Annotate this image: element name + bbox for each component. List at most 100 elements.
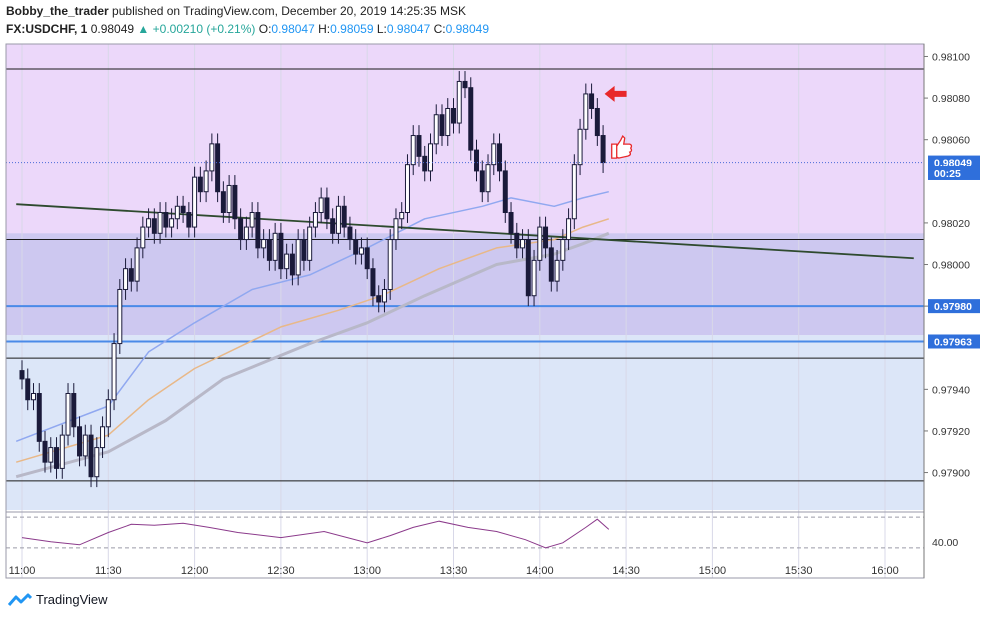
- x-tick-label: 12:30: [267, 565, 295, 577]
- candle-body: [422, 155, 428, 172]
- candle-body: [71, 393, 77, 428]
- candle-body: [151, 218, 157, 234]
- candle-body: [100, 426, 106, 449]
- candle-body: [485, 164, 491, 193]
- candle-body: [594, 107, 600, 137]
- candle-body: [376, 295, 382, 303]
- candle-body: [48, 447, 54, 463]
- candle-body: [261, 239, 267, 249]
- candle-body: [307, 226, 313, 261]
- candle-body: [220, 191, 226, 214]
- footer-brand: TradingView: [36, 592, 108, 607]
- x-tick-label: 14:00: [526, 565, 554, 577]
- candle-body: [537, 226, 543, 261]
- low-value: 0.98047: [386, 22, 431, 36]
- candle-body: [301, 239, 307, 261]
- candle-body: [295, 239, 301, 276]
- candle-body: [215, 143, 221, 193]
- y-tick-label: 0.98060: [932, 135, 970, 147]
- candle-body: [497, 143, 503, 172]
- candle-body: [312, 212, 318, 228]
- candle-body: [36, 393, 42, 442]
- candle-body: [42, 440, 48, 463]
- candle-body: [192, 176, 198, 228]
- x-tick-label: 13:30: [440, 565, 468, 577]
- high-label: H:: [318, 22, 331, 36]
- candle-body: [19, 370, 25, 380]
- candle-body: [548, 247, 554, 282]
- x-tick-label: 11:30: [95, 565, 122, 577]
- candle-body: [474, 149, 480, 172]
- candle-body: [439, 114, 445, 137]
- candle-body: [583, 93, 589, 130]
- last-price: 0.98049: [90, 22, 135, 36]
- candle-body: [272, 232, 278, 261]
- candle-body: [451, 107, 456, 124]
- tradingview-footer[interactable]: TradingView: [8, 592, 108, 607]
- x-tick-label: 15:30: [785, 565, 813, 577]
- price-change: ▲ +0.00210 (+0.21%): [137, 22, 256, 36]
- candle-body: [566, 218, 572, 241]
- candle-body: [560, 239, 566, 261]
- price-axis-badge: [928, 299, 980, 314]
- candle-body: [589, 93, 595, 109]
- close-value: 0.98049: [445, 22, 490, 36]
- candle-body: [77, 426, 83, 457]
- candle-body: [318, 197, 324, 214]
- rsi-line: [21, 518, 610, 549]
- open-label: O:: [258, 22, 272, 36]
- candle-body: [203, 170, 209, 193]
- candle-body: [197, 176, 203, 193]
- open-value: 0.98047: [271, 22, 315, 36]
- candle-body: [186, 212, 192, 228]
- author-name[interactable]: Bobby_the_trader: [6, 4, 109, 18]
- candle-body: [140, 226, 146, 249]
- price-zone: [6, 335, 924, 510]
- candle-body: [226, 184, 232, 214]
- candle-body: [399, 212, 405, 220]
- y-tick-label: 0.97920: [932, 426, 970, 438]
- candle-body: [393, 218, 399, 241]
- candle-body: [330, 218, 336, 234]
- candle-body: [571, 164, 577, 220]
- candle-body: [468, 87, 474, 151]
- price-axis-badge: [928, 334, 980, 349]
- candle-body: [554, 259, 560, 282]
- close-label: C:: [433, 22, 446, 36]
- candle-body: [525, 239, 531, 297]
- candle-body: [117, 288, 123, 345]
- y-tick-label: 0.98020: [932, 218, 970, 230]
- candle-body: [31, 393, 37, 401]
- candle-body: [433, 114, 439, 145]
- candle-body: [479, 170, 485, 193]
- candle-body: [209, 143, 215, 172]
- candle-body: [364, 247, 370, 270]
- candle-body: [238, 218, 244, 241]
- price-axis-badge-label: 0.97980: [934, 301, 972, 313]
- candle-body: [514, 232, 520, 249]
- candle-body: [600, 135, 606, 164]
- symbol-info: FX:USDCHF, 1 0.98049 ▲ +0.00210 (+0.21%)…: [6, 22, 489, 36]
- candle-body: [324, 197, 330, 220]
- candle-body: [146, 218, 152, 228]
- symbol-label[interactable]: FX:USDCHF, 1: [6, 22, 88, 36]
- x-tick-label: 13:00: [353, 565, 381, 577]
- publish-date: published on TradingView.com, December 2…: [112, 4, 467, 18]
- price-axis-badge-label: 0.97963: [934, 336, 972, 348]
- candle-body: [502, 170, 508, 214]
- candle-body: [370, 268, 376, 297]
- y-tick-label: 0.97900: [932, 468, 970, 480]
- candle-body: [387, 239, 393, 290]
- candle-body: [134, 247, 140, 282]
- candle-body: [353, 239, 359, 255]
- candle-body: [163, 212, 169, 228]
- candle-body: [255, 212, 261, 249]
- candle-body: [381, 288, 387, 303]
- x-tick-label: 14:30: [612, 565, 640, 577]
- candle-body: [520, 239, 526, 249]
- y-tick-label: 0.97940: [932, 384, 970, 396]
- candle-body: [416, 135, 422, 157]
- price-zone: [6, 233, 924, 336]
- candle-body: [358, 247, 364, 255]
